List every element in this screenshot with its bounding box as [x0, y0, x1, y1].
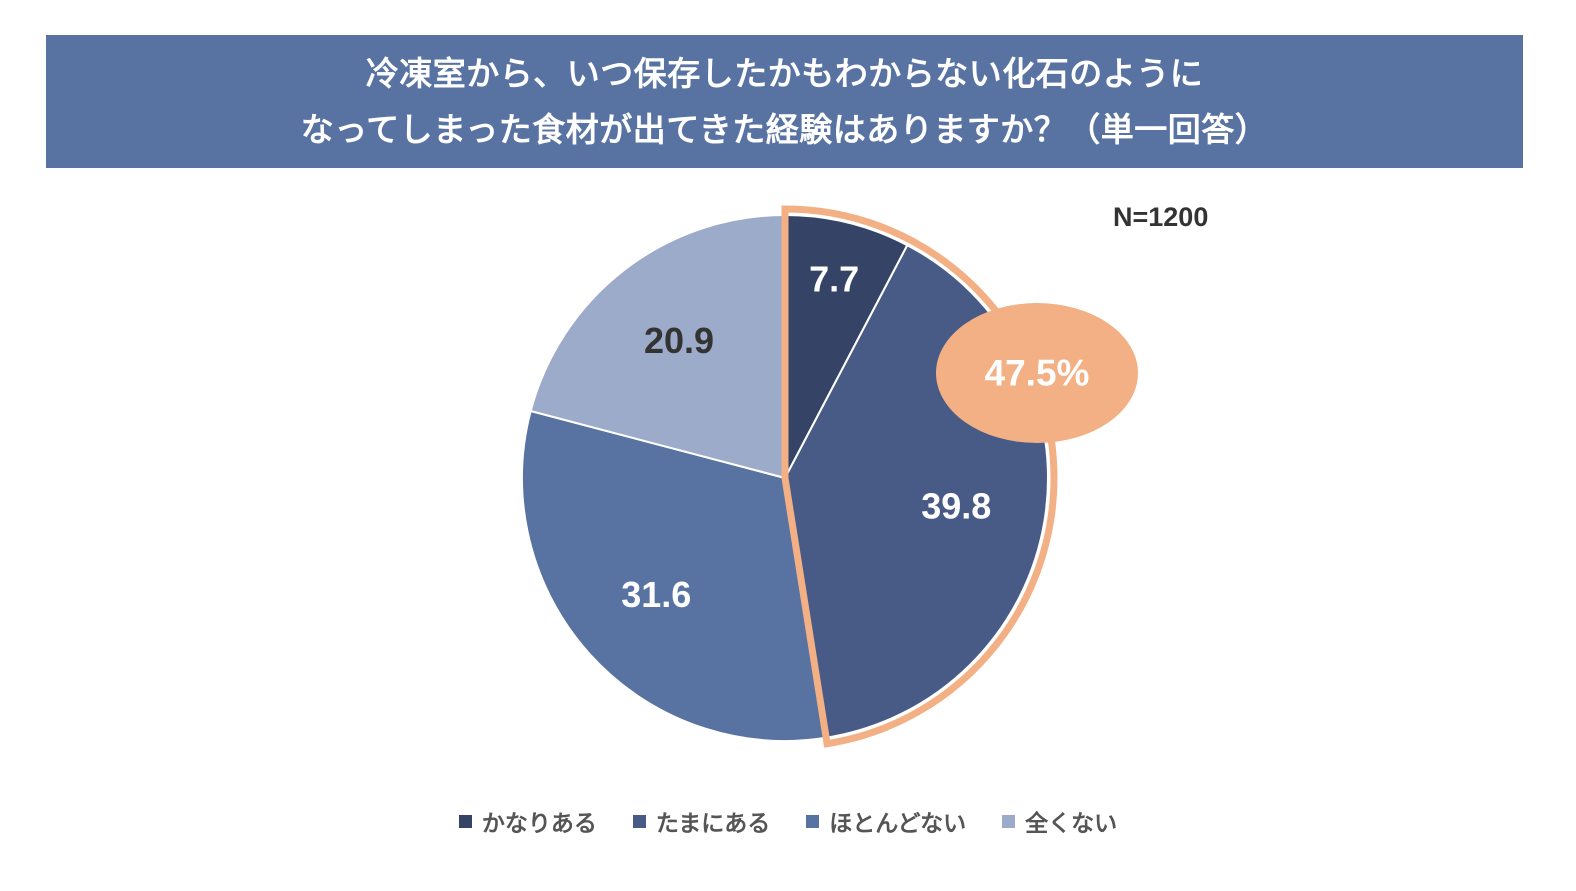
highlight-total-label: 47.5% — [985, 353, 1090, 394]
slice-labels: 7.7 39.8 31.6 20.9 — [621, 258, 991, 615]
legend-item-3: 全くない — [1002, 804, 1117, 838]
legend-item-2: ほとんどない — [806, 804, 966, 838]
legend-swatch-0 — [458, 814, 472, 828]
legend: かなりある たまにある ほとんどない 全くない — [0, 804, 1576, 838]
legend-swatch-3 — [1002, 814, 1016, 828]
highlight-ellipse — [936, 303, 1138, 443]
title-banner: 冷凍室から、いつ保存したかもわからない化石のように なってしまった食材が出てきた… — [46, 35, 1523, 168]
legend-item-1: たまにある — [632, 804, 771, 838]
highlight-outline — [781, 205, 1058, 748]
slice-value-label-3: 20.9 — [644, 320, 714, 361]
sample-size-label: N=1200 — [1113, 202, 1209, 232]
title-line-2: なってしまった食材が出てきた経験はありますか？（単一回答） — [300, 109, 1269, 149]
legend-label-2: ほとんどない — [829, 811, 967, 837]
legend-swatch-1 — [632, 814, 646, 828]
legend-item-0: かなりある — [458, 804, 597, 838]
legend-swatch-2 — [806, 814, 820, 828]
slice-value-label-2: 31.6 — [621, 574, 691, 615]
legend-label-0: かなりある — [481, 811, 597, 837]
legend-label-3: 全くない — [1025, 811, 1118, 837]
highlight-callout: 47.5% — [936, 303, 1138, 443]
pie-slices — [521, 213, 1049, 742]
pie-slice-2 — [521, 409, 828, 742]
slice-value-label-0: 7.7 — [809, 258, 859, 299]
pie-slice-3 — [529, 213, 786, 480]
legend-label-1: たまにある — [655, 811, 771, 837]
highlight-outline-path — [781, 205, 1058, 748]
slice-value-label-1: 39.8 — [921, 486, 991, 527]
pie-slice-0 — [784, 213, 909, 479]
title-line-1: 冷凍室から、いつ保存したかもわからない化石のように — [365, 53, 1204, 93]
